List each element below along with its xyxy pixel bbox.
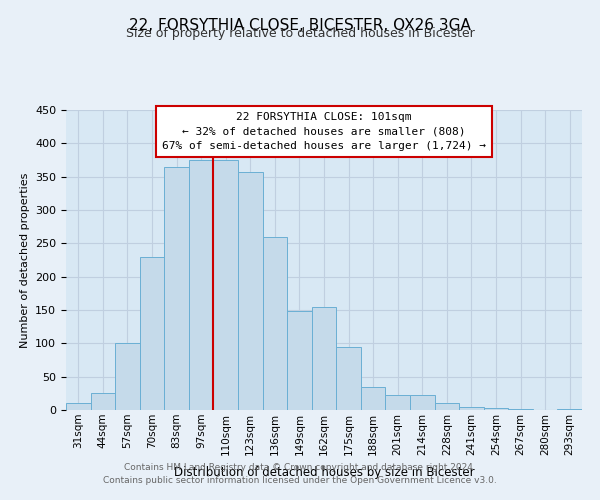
Bar xyxy=(66,404,91,410)
Bar xyxy=(312,306,336,410)
Bar xyxy=(508,408,533,410)
Bar xyxy=(434,404,459,410)
Bar xyxy=(484,408,508,410)
Bar xyxy=(410,396,434,410)
X-axis label: Distribution of detached houses by size in Bicester: Distribution of detached houses by size … xyxy=(173,466,475,479)
Bar xyxy=(557,408,582,410)
Bar xyxy=(164,166,189,410)
Bar xyxy=(287,312,312,410)
Bar xyxy=(263,236,287,410)
Bar xyxy=(115,344,140,410)
Bar xyxy=(91,394,115,410)
Bar xyxy=(361,386,385,410)
Bar xyxy=(385,396,410,410)
Text: 22 FORSYTHIA CLOSE: 101sqm
← 32% of detached houses are smaller (808)
67% of sem: 22 FORSYTHIA CLOSE: 101sqm ← 32% of deta… xyxy=(162,112,486,151)
Bar xyxy=(214,160,238,410)
Text: 22, FORSYTHIA CLOSE, BICESTER, OX26 3GA: 22, FORSYTHIA CLOSE, BICESTER, OX26 3GA xyxy=(129,18,471,32)
Bar xyxy=(238,172,263,410)
Bar xyxy=(336,346,361,410)
Text: Contains public sector information licensed under the Open Government Licence v3: Contains public sector information licen… xyxy=(103,476,497,485)
Bar xyxy=(459,406,484,410)
Text: Contains HM Land Registry data © Crown copyright and database right 2024.: Contains HM Land Registry data © Crown c… xyxy=(124,464,476,472)
Y-axis label: Number of detached properties: Number of detached properties xyxy=(20,172,29,348)
Text: Size of property relative to detached houses in Bicester: Size of property relative to detached ho… xyxy=(125,28,475,40)
Bar xyxy=(140,256,164,410)
Bar xyxy=(189,160,214,410)
